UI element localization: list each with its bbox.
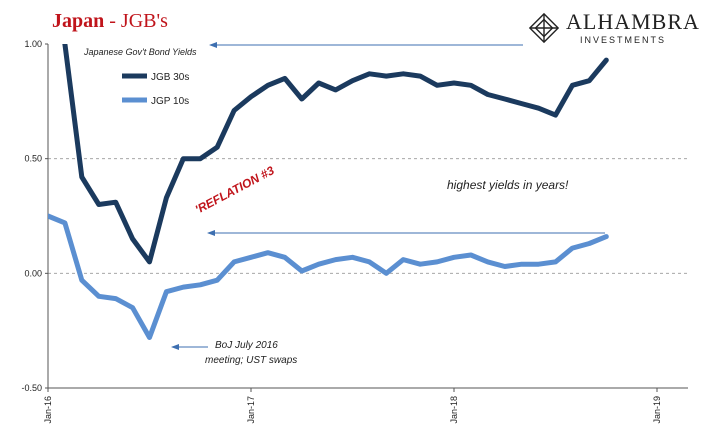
x-tick-label-0: Jan-16 (43, 396, 53, 424)
y-tick-label-3: -0.50 (21, 383, 42, 393)
series-1-point-2 (80, 278, 84, 282)
series-1-point-28 (520, 262, 524, 266)
x-tick-label-3: Jan-19 (652, 396, 662, 424)
series-0-point-5 (131, 237, 135, 241)
x-tick-label-1: Jan-17 (246, 396, 256, 424)
series-1-point-6 (148, 336, 151, 339)
series-0-point-14 (283, 76, 287, 80)
series-1-point-20 (384, 271, 388, 275)
series-1-point-18 (351, 255, 354, 259)
series-0-point-26 (486, 93, 490, 96)
series-0-point-30 (554, 113, 557, 117)
series-0-point-13 (266, 83, 270, 87)
y-tick-label-2: 0.00 (24, 268, 42, 278)
series-0-point-15 (300, 97, 304, 101)
series-0-point-29 (537, 106, 541, 110)
series-1-point-29 (537, 262, 541, 266)
series-0-point-27 (503, 97, 507, 101)
series-lines (48, 44, 609, 340)
series-1-point-17 (334, 258, 338, 262)
series-0-point-6 (148, 260, 151, 264)
title-series: - JGB's (104, 10, 168, 32)
series-0-point-11 (232, 109, 236, 112)
diamond-logo-icon (528, 12, 560, 44)
logo-subtitle: INVESTMENTS (580, 35, 667, 45)
series-1-point-31 (570, 246, 574, 250)
series-0-point-23 (435, 83, 439, 87)
series-0-point-19 (367, 72, 371, 76)
series-0-point-1 (63, 44, 67, 46)
series-0-point-10 (215, 145, 219, 149)
series-0-point-31 (570, 83, 574, 87)
series-0-point-12 (249, 95, 253, 99)
series-1-point-27 (503, 265, 507, 268)
annotation-arrows (171, 42, 605, 350)
series-1-point-8 (181, 285, 185, 289)
series-0-point-33 (604, 58, 608, 62)
y-tick-label-0: 1.00 (24, 39, 42, 49)
series-0-point-28 (520, 102, 524, 106)
logo-name: ALHAMBRA (566, 9, 700, 34)
series-0-point-8 (181, 157, 185, 161)
series-1-point-30 (554, 260, 557, 264)
legend: JGB 30s JGP 10s (122, 72, 189, 107)
series-1-point-24 (452, 255, 456, 259)
series-1-point-19 (367, 260, 371, 264)
series-0-point-25 (469, 83, 473, 87)
series-0-point-20 (384, 74, 388, 78)
series-1-point-15 (300, 269, 304, 273)
alhambra-logo: ALHAMBRA INVESTMENTS (524, 8, 699, 48)
series-0-point-24 (452, 81, 456, 85)
series-1-point-9 (198, 283, 202, 287)
annotation-highest-yields: highest yields in years! (447, 178, 569, 192)
series-1-point-25 (469, 253, 473, 257)
series-1-point-16 (317, 262, 321, 266)
series-1-point-1 (63, 221, 67, 225)
series-0-point-22 (418, 74, 422, 78)
series-1-point-3 (97, 294, 101, 298)
series-0-point-21 (401, 72, 405, 76)
series-line-1 (48, 213, 609, 340)
series-1-point-26 (486, 260, 490, 264)
series-0-point-7 (164, 196, 168, 200)
legend-label-jgp10: JGP 10s (151, 96, 189, 107)
series-0-point-9 (198, 157, 202, 161)
legend-label-jgb30: JGB 30s (151, 72, 189, 83)
series-1-point-32 (587, 242, 591, 245)
series-0-point-4 (114, 200, 118, 204)
y-tick-label-1: 0.50 (24, 154, 42, 164)
series-1-point-33 (604, 235, 608, 239)
series-0-point-2 (80, 175, 84, 179)
chart-title: Japan - JGB's (52, 10, 168, 33)
annotation-boj-line1: BoJ July 2016 (215, 340, 278, 351)
series-1-point-14 (283, 255, 287, 259)
series-1-point-4 (114, 297, 118, 301)
series-0-point-17 (334, 88, 338, 92)
series-0-point-32 (587, 79, 591, 83)
annotation-boj-line2: meeting; UST swaps (205, 355, 297, 366)
series-1-point-13 (266, 251, 270, 255)
series-1-point-11 (232, 260, 236, 264)
series-0-point-16 (317, 81, 321, 85)
x-tick-label-2: Jan-18 (449, 396, 459, 424)
chart-subtitle: Japanese Gov't Bond Yields (83, 47, 197, 57)
series-1-point-5 (131, 306, 135, 310)
annotation-reflation: 'REFLATION #3 (193, 163, 277, 217)
title-country: Japan (52, 10, 105, 32)
series-1-point-7 (164, 290, 168, 294)
series-1-point-12 (249, 255, 253, 259)
series-1-point-21 (401, 258, 405, 262)
series-1-point-23 (435, 260, 439, 264)
series-1-point-0 (48, 214, 50, 218)
series-1-point-10 (215, 278, 219, 282)
series-0-point-18 (351, 79, 354, 83)
series-1-point-22 (418, 262, 422, 266)
series-0-point-3 (97, 203, 101, 206)
series-line-0 (62, 44, 609, 265)
grid-lines (48, 158, 688, 274)
